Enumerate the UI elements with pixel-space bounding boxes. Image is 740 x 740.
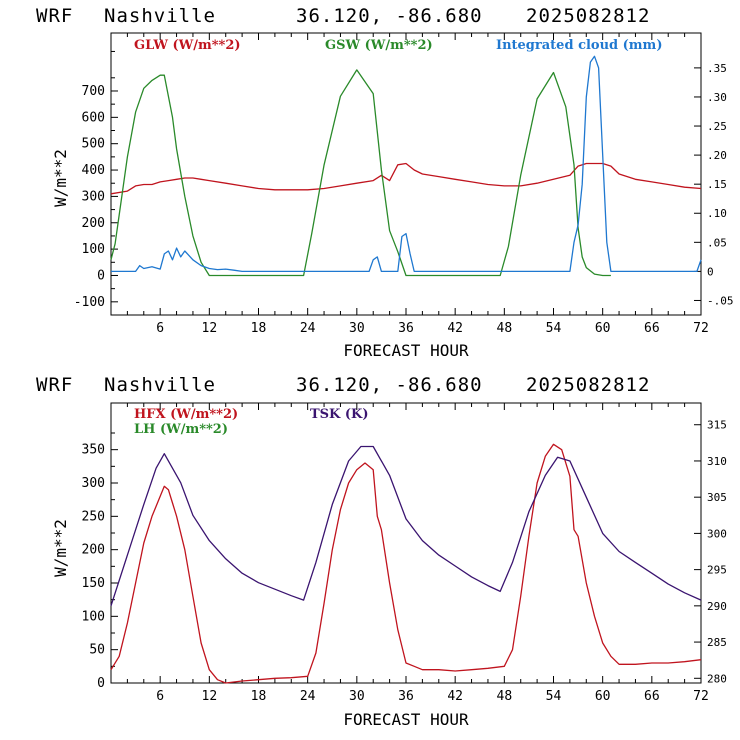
x-tick-label: 60 bbox=[595, 689, 611, 704]
x-tick-label: 42 bbox=[447, 689, 463, 704]
x-tick-label: 42 bbox=[447, 321, 463, 336]
y2-tick-label: -.05 bbox=[707, 294, 734, 307]
panel2-xlabel: FORECAST HOUR bbox=[343, 710, 469, 729]
x-tick-label: 48 bbox=[497, 321, 513, 336]
series-line-integrated bbox=[111, 55, 702, 273]
y2-tick-label: 285 bbox=[707, 636, 727, 649]
legend-gsw: GSW (W/m**2) bbox=[325, 38, 433, 53]
y-tick-label: 500 bbox=[82, 137, 105, 152]
y2-tick-label: 290 bbox=[707, 600, 727, 613]
panel2-plot-frame bbox=[110, 402, 702, 684]
y2-tick-label: 295 bbox=[707, 564, 727, 577]
series-line-tsk bbox=[110, 445, 702, 607]
y2-tick-label: .25 bbox=[707, 120, 727, 133]
y2-tick-label: .05 bbox=[707, 236, 727, 249]
x-tick-label: 6 bbox=[156, 689, 164, 704]
legend-hfx: HFX (W/m**2) bbox=[134, 407, 238, 422]
y2-tick-label: .30 bbox=[707, 91, 727, 104]
y2-tick-label: 280 bbox=[707, 672, 727, 685]
panel2-init-time: 2025082812 bbox=[526, 374, 650, 396]
y-tick-label: 600 bbox=[82, 110, 105, 125]
x-tick-label: 60 bbox=[595, 321, 611, 336]
panel2-ticks: 6 12 18 24 30 36 42 48 54 60 66 72 0 50 100 150 200 250 30… bbox=[82, 403, 727, 704]
legend-tsk: TSK (K) bbox=[310, 407, 369, 422]
panel2-model: WRF bbox=[36, 374, 73, 396]
panel1-station: Nashville bbox=[104, 5, 216, 27]
panel1-coords: 36.120, -86.680 bbox=[296, 5, 483, 27]
legend-glw: GLW (W/m**2) bbox=[134, 38, 241, 53]
y2-tick-label: 310 bbox=[707, 455, 727, 468]
panel1-init-time: 2025082812 bbox=[526, 5, 650, 27]
x-tick-label: 66 bbox=[644, 689, 660, 704]
panel2-station: Nashville bbox=[104, 374, 216, 396]
series-line-hfx bbox=[110, 443, 702, 684]
y2-tick-label: 300 bbox=[707, 527, 727, 540]
y2-tick-label: .10 bbox=[707, 207, 727, 220]
x-tick-label: 24 bbox=[300, 321, 316, 336]
x-tick-label: 30 bbox=[349, 689, 365, 704]
y-tick-label: 400 bbox=[82, 163, 105, 178]
y2-tick-label: .15 bbox=[707, 178, 727, 191]
panel1-xlabel: FORECAST HOUR bbox=[343, 341, 469, 360]
y-tick-label: 300 bbox=[82, 476, 105, 491]
panel2-coords: 36.120, -86.680 bbox=[296, 374, 483, 396]
y-tick-label: 300 bbox=[82, 189, 105, 204]
y-tick-label: 0 bbox=[97, 676, 105, 691]
panel-surface-flux: WRF Nashville 36.120, -86.680 2025082812… bbox=[36, 374, 727, 729]
y-tick-label: 700 bbox=[82, 84, 105, 99]
panel-radiation: WRF Nashville 36.120, -86.680 2025082812… bbox=[36, 5, 734, 360]
legend-lh: LH (W/m**2) bbox=[134, 422, 228, 437]
legend-cloud: Integrated cloud (mm) bbox=[496, 38, 662, 53]
x-tick-label: 18 bbox=[251, 321, 267, 336]
y-tick-label: 100 bbox=[82, 609, 105, 624]
y2-tick-label: .35 bbox=[707, 62, 727, 75]
x-tick-label: 54 bbox=[546, 689, 562, 704]
x-tick-label: 72 bbox=[693, 321, 709, 336]
series-line-glw bbox=[110, 162, 702, 195]
x-tick-label: 36 bbox=[398, 689, 414, 704]
panel2-ylabel: W/m**2 bbox=[51, 519, 70, 577]
x-tick-label: 48 bbox=[497, 689, 513, 704]
panel1-plot-frame bbox=[110, 32, 702, 316]
y2-tick-label: .20 bbox=[707, 149, 727, 162]
panel2-series bbox=[110, 443, 702, 684]
y-tick-label: 100 bbox=[82, 242, 105, 257]
series-line-gsw bbox=[110, 69, 611, 277]
y-tick-label: 150 bbox=[82, 576, 105, 591]
x-tick-label: 30 bbox=[349, 321, 365, 336]
x-tick-label: 72 bbox=[693, 689, 709, 704]
panel1-model: WRF bbox=[36, 5, 73, 27]
panel1-series bbox=[110, 55, 702, 277]
x-tick-label: 6 bbox=[156, 321, 164, 336]
y-tick-label: -100 bbox=[74, 295, 105, 310]
panel1-ylabel: W/m**2 bbox=[51, 149, 70, 207]
x-tick-label: 12 bbox=[202, 689, 218, 704]
y-tick-label: 0 bbox=[97, 268, 105, 283]
y-tick-label: 250 bbox=[82, 509, 105, 524]
x-tick-label: 36 bbox=[398, 321, 414, 336]
y-tick-label: 350 bbox=[82, 443, 105, 458]
x-tick-label: 66 bbox=[644, 321, 660, 336]
y2-tick-label: 305 bbox=[707, 491, 727, 504]
y-tick-label: 50 bbox=[89, 643, 105, 658]
x-tick-label: 18 bbox=[251, 689, 267, 704]
y-tick-label: 200 bbox=[82, 216, 105, 231]
x-tick-label: 24 bbox=[300, 689, 316, 704]
x-tick-label: 12 bbox=[202, 321, 218, 336]
y-tick-label: 200 bbox=[82, 543, 105, 558]
panel1-ticks: 6 12 18 24 30 36 42 48 54 60 66 72 -100 0 100 200 300 400… bbox=[74, 33, 734, 336]
x-tick-label: 54 bbox=[546, 321, 562, 336]
y2-tick-label: 0 bbox=[707, 265, 714, 278]
y2-tick-label: 315 bbox=[707, 419, 727, 432]
